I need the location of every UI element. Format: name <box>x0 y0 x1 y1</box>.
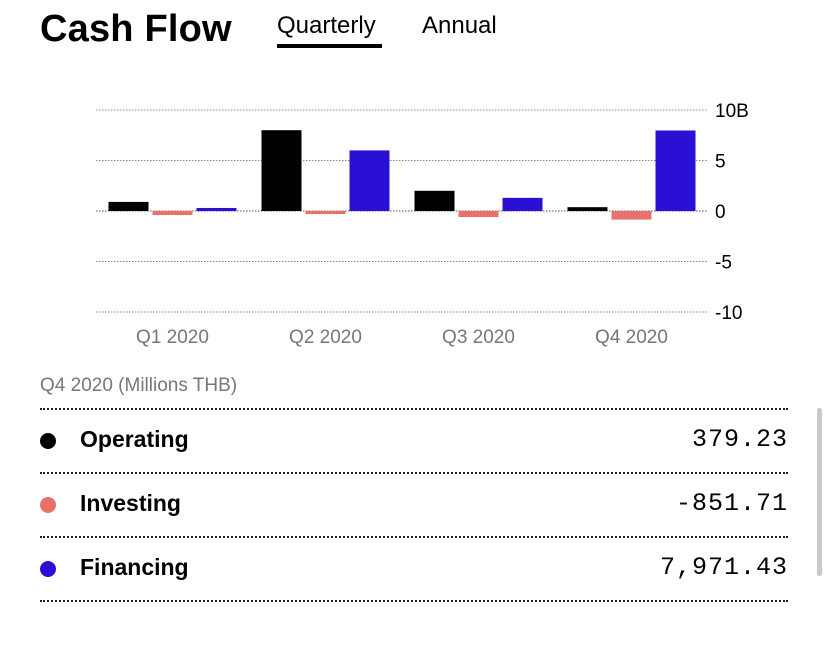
row-divider <box>40 536 788 538</box>
tab-quarterly[interactable]: Quarterly <box>277 12 376 39</box>
summary-row-financing: Financing 7,971.43 <box>40 537 788 599</box>
y-tick-label: 0 <box>715 202 726 223</box>
operating-legend-dot <box>40 433 56 449</box>
operating-label: Operating <box>80 426 189 452</box>
x-tick-label: Q1 2020 <box>136 327 209 348</box>
bar-operating <box>567 207 608 211</box>
bar-financing <box>502 197 543 211</box>
bar-operating <box>414 190 455 211</box>
investing-legend-dot <box>40 497 56 513</box>
tab-annual[interactable]: Annual <box>422 12 497 39</box>
bar-operating <box>108 201 149 211</box>
bar-financing <box>196 207 237 211</box>
y-tick-label: 10B <box>715 101 749 122</box>
bar-investing <box>458 211 499 218</box>
bar-investing <box>305 211 346 215</box>
operating-value: 379.23 <box>691 425 788 454</box>
row-divider <box>40 408 788 410</box>
active-tab-indicator <box>277 44 382 48</box>
period-label: Q4 2020 (Millions THB) <box>40 375 238 396</box>
page-title: Cash Flow <box>40 8 232 50</box>
investing-value: -851.71 <box>675 489 788 518</box>
x-tick-label: Q3 2020 <box>442 327 515 348</box>
y-tick-label: -5 <box>715 253 732 274</box>
bar-investing <box>152 211 193 216</box>
financing-value: 7,971.43 <box>659 553 788 582</box>
summary-row-operating: Operating 379.23 <box>40 409 788 471</box>
financing-label: Financing <box>80 554 189 580</box>
financing-legend-dot <box>40 561 56 577</box>
row-divider <box>40 472 788 474</box>
summary-row-investing: Investing -851.71 <box>40 473 788 535</box>
x-tick-label: Q4 2020 <box>595 327 668 348</box>
cash-flow-chart: 10B 5 0 -5 -10 Q1 2020 Q2 2020 Q3 2020 Q4 2020 <box>96 101 749 348</box>
bar-financing <box>349 150 390 211</box>
row-divider <box>40 600 788 602</box>
bar-operating <box>261 130 302 211</box>
y-tick-label: 5 <box>715 152 726 173</box>
scrollbar[interactable] <box>817 408 822 576</box>
y-tick-label: -10 <box>715 303 742 324</box>
bar-financing <box>655 130 696 211</box>
bar-investing <box>611 211 652 220</box>
x-tick-label: Q2 2020 <box>289 327 362 348</box>
investing-label: Investing <box>80 490 181 516</box>
